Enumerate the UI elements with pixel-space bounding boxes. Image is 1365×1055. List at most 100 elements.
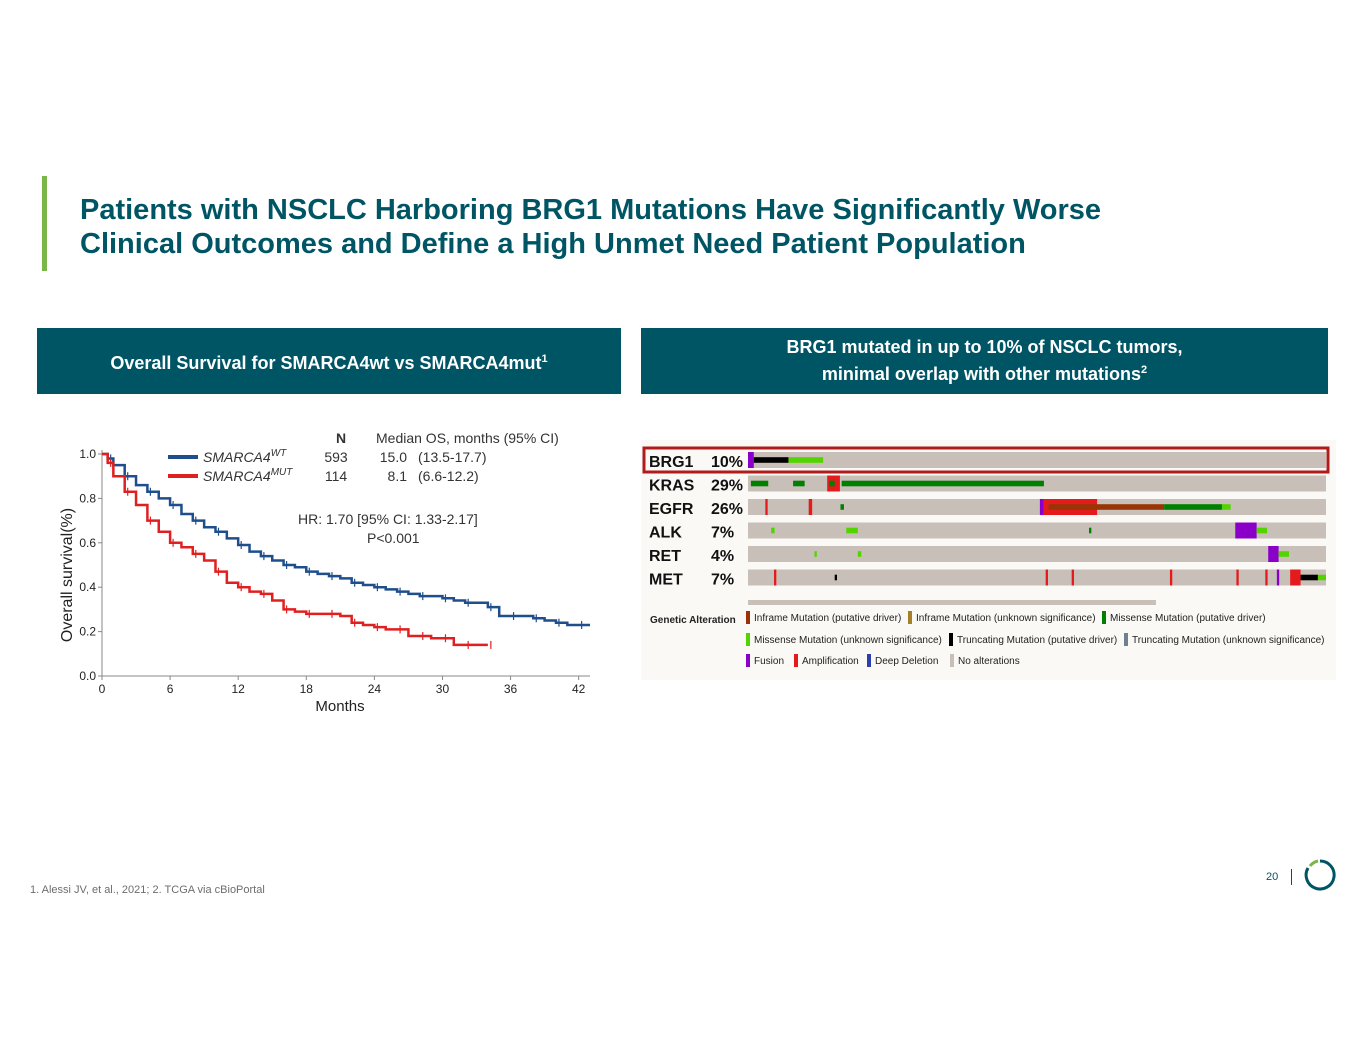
highlight-box-brg1 — [642, 446, 1330, 474]
page-number-separator — [1291, 869, 1292, 885]
legend-swatch — [1102, 611, 1106, 624]
alteration-mark — [1236, 569, 1239, 586]
x-tick-label: 6 — [167, 682, 174, 696]
y-tick-label: 0.8 — [79, 491, 96, 505]
right-panel-header: BRG1 mutated in up to 10% of NSCLC tumor… — [641, 328, 1328, 394]
x-tick-label: 36 — [504, 682, 518, 696]
legend-item-label: Deep Deletion — [875, 656, 938, 667]
legend-item-label: Fusion — [754, 656, 784, 667]
x-tick-label: 12 — [232, 682, 246, 696]
table-header-n: N — [336, 430, 346, 446]
alteration-mark — [748, 452, 754, 468]
footnote: 1. Alessi JV, et al., 2021; 2. TCGA via … — [30, 884, 265, 896]
legend-item-label: Missense Mutation (unknown significance) — [754, 635, 942, 646]
x-tick-label: 42 — [572, 682, 586, 696]
alteration-mark — [857, 551, 862, 557]
survival-curve-mut — [102, 452, 488, 647]
x-axis-title: Months — [315, 698, 364, 715]
legend-median-wt: 15.0 — [380, 449, 407, 465]
alteration-mark — [771, 527, 775, 534]
title-line-1: Patients with NSCLC Harboring BRG1 Mutat… — [80, 194, 1102, 226]
alteration-mark — [1300, 574, 1318, 581]
table-header-median: Median OS, months (95% CI) — [376, 430, 559, 446]
legend-label-sup: MUT — [271, 467, 294, 478]
gene-track-egfr — [748, 499, 1326, 515]
alteration-mark — [1317, 574, 1326, 581]
km-survival-chart: 0 6 12 18 24 30 36 42 0.0 0.2 0.4 0.6 0.8 1.0 Months Ov… — [59, 430, 590, 715]
legend-item-label: Missense Mutation (putative driver) — [1110, 613, 1266, 624]
alteration-mark — [1045, 569, 1048, 586]
left-header-footnote-ref: 1 — [541, 352, 548, 365]
alteration-mark — [765, 499, 768, 515]
page-number: 20 — [1266, 871, 1279, 883]
left-header-text: Overall Survival for SMARCA4wt vs SMARCA… — [110, 352, 542, 373]
gene-label-alk: ALK — [649, 525, 682, 542]
right-header-footnote-ref: 2 — [1140, 364, 1148, 376]
alteration-mark — [788, 457, 824, 463]
alteration-mark — [846, 527, 858, 534]
legend-swatch — [949, 633, 953, 646]
legend-title: Genetic Alteration — [650, 615, 736, 626]
legend-label-wt: SMARCA4WT — [203, 448, 287, 465]
alteration-mark — [793, 480, 805, 487]
legend-swatch — [1124, 633, 1128, 646]
x-tick-label: 30 — [436, 682, 450, 696]
gene-track-ret — [748, 546, 1326, 562]
gene-track-alk — [748, 522, 1326, 539]
legend-swatch — [950, 654, 954, 667]
y-tick-label: 0.6 — [79, 536, 96, 550]
y-tick-label: 0.0 — [79, 669, 96, 683]
gene-pct-egfr: 26% — [711, 501, 743, 518]
legend-ci-wt: (13.5-17.7) — [418, 449, 486, 465]
alteration-mark — [808, 499, 813, 515]
legend-swatch — [794, 654, 798, 667]
alteration-mark — [1039, 499, 1044, 515]
alteration-mark — [1089, 527, 1092, 534]
legend-swatch — [867, 654, 871, 667]
gene-label-met: MET — [649, 572, 683, 589]
title-accent-bar — [42, 176, 47, 271]
gene-pct-kras: 29% — [711, 478, 743, 495]
legend-n-mut: 114 — [325, 468, 348, 484]
title-line-2: Clinical Outcomes and Define a High Unme… — [80, 228, 1026, 260]
x-tick-label: 18 — [300, 682, 314, 696]
left-panel-header: Overall Survival for SMARCA4wt vs SMARCA… — [37, 328, 621, 394]
y-tick-label: 0.4 — [79, 580, 96, 594]
alteration-mark — [1164, 504, 1222, 510]
alteration-mark — [1169, 569, 1173, 586]
legend-ci-mut: (6.6-12.2) — [418, 468, 479, 484]
legend-swatch — [746, 633, 750, 646]
alteration-mark — [1265, 569, 1268, 586]
x-tick-label: 24 — [368, 682, 382, 696]
legend-swatch — [746, 611, 750, 624]
legend-item-label: No alterations — [958, 656, 1020, 667]
alteration-mark — [828, 480, 835, 487]
legend-item-label: Amplification — [802, 656, 859, 667]
company-logo-icon — [1304, 859, 1336, 891]
gene-pct-brg1: 10% — [711, 454, 743, 471]
gene-pct-alk: 7% — [711, 525, 734, 542]
alteration-mark — [1071, 569, 1074, 586]
gene-label-ret: RET — [649, 548, 681, 565]
alteration-mark — [840, 504, 844, 510]
y-tick-label: 1.0 — [79, 447, 96, 461]
alteration-mark — [1235, 522, 1257, 539]
gene-pct-ret: 4% — [711, 548, 734, 565]
alteration-mark — [834, 574, 838, 581]
legend-item-label: Inframe Mutation (unknown significance) — [916, 613, 1096, 624]
right-header-line-1: BRG1 mutated in up to 10% of NSCLC tumor… — [786, 337, 1183, 357]
gene-label-kras: KRAS — [649, 478, 695, 495]
alteration-mark — [1290, 569, 1301, 586]
hazard-ratio-annotation: HR: 1.70 [95% CI: 1.33-2.17] — [298, 511, 478, 527]
right-header-line-2-text: minimal overlap with other mutations — [821, 364, 1141, 384]
alteration-mark — [1278, 551, 1290, 557]
alteration-mark — [1256, 527, 1268, 534]
legend-label-mut: SMARCA4MUT — [203, 467, 293, 484]
alteration-mark — [774, 569, 777, 586]
alteration-mark — [1268, 546, 1279, 562]
legend-item-label: Truncating Mutation (unknown significanc… — [1132, 635, 1325, 646]
alteration-mark — [750, 480, 769, 487]
alteration-mark — [1048, 504, 1165, 510]
alteration-mark — [1221, 504, 1231, 510]
gene-track-met — [748, 569, 1326, 586]
